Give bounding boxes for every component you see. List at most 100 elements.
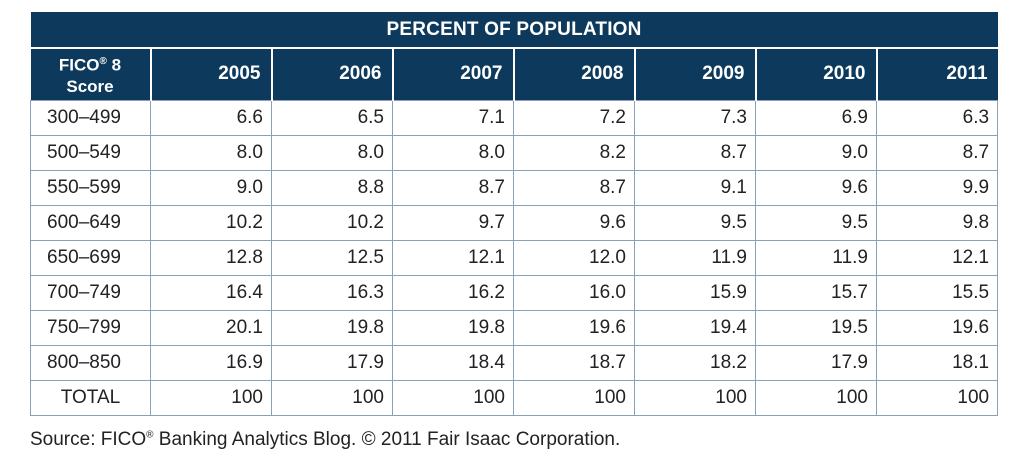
source-prefix: Source: FICO: [30, 429, 147, 450]
value-cell: 12.5: [271, 239, 393, 276]
value-cell: 15.9: [634, 274, 756, 311]
value-cell: 8.7: [875, 134, 999, 171]
table-row: 600–649 10.2 10.2 9.7 9.6 9.5 9.5 9.8: [30, 204, 999, 241]
total-value-cell: 100: [634, 379, 756, 416]
value-cell: 9.7: [392, 204, 514, 241]
value-cell: 16.3: [271, 274, 393, 311]
source-caption: Source: FICO® Banking Analytics Blog. © …: [30, 429, 620, 451]
source-suffix: Banking Analytics Blog. © 2011 Fair Isaa…: [153, 429, 621, 450]
value-cell: 11.9: [755, 239, 877, 276]
value-cell: 18.1: [875, 344, 999, 381]
total-value-cell: 100: [392, 379, 514, 416]
value-cell: 7.1: [392, 99, 514, 136]
value-cell: 11.9: [634, 239, 756, 276]
value-cell: 19.4: [634, 309, 756, 346]
value-cell: 19.5: [755, 309, 877, 346]
total-value-cell: 100: [875, 379, 999, 416]
source-registered-mark: ®: [146, 429, 154, 441]
value-cell: 9.6: [755, 169, 877, 206]
value-cell: 8.2: [513, 134, 635, 171]
table-row: 700–749 16.4 16.3 16.2 16.0 15.9 15.7 15…: [30, 274, 999, 311]
value-cell: 20.1: [150, 309, 272, 346]
value-cell: 8.7: [392, 169, 514, 206]
value-cell: 7.3: [634, 99, 756, 136]
value-cell: 19.8: [392, 309, 514, 346]
score-range-cell: 600–649: [30, 204, 151, 241]
value-cell: 17.9: [271, 344, 393, 381]
value-cell: 9.9: [875, 169, 999, 206]
table-banner-title: PERCENT OF POPULATION: [30, 12, 998, 49]
value-cell: 10.2: [150, 204, 272, 241]
value-cell: 16.9: [150, 344, 272, 381]
score-range-cell: 800–850: [30, 344, 151, 381]
table-row: 650–699 12.8 12.5 12.1 12.0 11.9 11.9 12…: [30, 239, 999, 276]
year-header: 2008: [512, 48, 635, 100]
value-cell: 9.5: [634, 204, 756, 241]
total-label-cell: TOTAL: [30, 379, 151, 416]
score-range-cell: 550–599: [30, 169, 151, 206]
value-cell: 15.5: [875, 274, 999, 311]
value-cell: 8.7: [513, 169, 635, 206]
value-cell: 16.4: [150, 274, 272, 311]
value-cell: 18.4: [392, 344, 514, 381]
score-header-registered-mark: ®: [99, 56, 107, 68]
value-cell: 18.7: [513, 344, 635, 381]
value-cell: 8.7: [634, 134, 756, 171]
table-body: 300–499 6.6 6.5 7.1 7.2 7.3 6.9 6.3 500–…: [30, 99, 999, 416]
value-cell: 6.3: [875, 99, 999, 136]
score-range-cell: 700–749: [30, 274, 151, 311]
score-header-version: 8: [106, 56, 122, 76]
value-cell: 9.5: [755, 204, 877, 241]
table-row: 550–599 9.0 8.8 8.7 8.7 9.1 9.6 9.9: [30, 169, 999, 206]
value-cell: 9.0: [755, 134, 877, 171]
value-cell: 19.6: [513, 309, 635, 346]
year-header: 2010: [754, 48, 877, 100]
value-cell: 12.1: [875, 239, 999, 276]
table-row: 500–549 8.0 8.0 8.0 8.2 8.7 9.0 8.7: [30, 134, 999, 171]
year-header: 2007: [391, 48, 514, 100]
value-cell: 9.8: [875, 204, 999, 241]
value-cell: 6.6: [150, 99, 272, 136]
year-header: 2006: [270, 48, 393, 100]
score-range-cell: 300–499: [30, 99, 151, 136]
value-cell: 9.6: [513, 204, 635, 241]
value-cell: 19.8: [271, 309, 393, 346]
header-row: FICO® 8 Score 2005 2006 2007 2008 2009 2…: [30, 48, 998, 100]
year-header: 2011: [875, 48, 998, 100]
value-cell: 7.2: [513, 99, 635, 136]
fico-population-table: PERCENT OF POPULATION FICO® 8 Score 2005…: [30, 12, 999, 416]
table-row: 750–799 20.1 19.8 19.8 19.6 19.4 19.5 19…: [30, 309, 999, 346]
year-header: 2005: [149, 48, 272, 100]
total-value-cell: 100: [150, 379, 272, 416]
value-cell: 8.0: [150, 134, 272, 171]
value-cell: 8.0: [271, 134, 393, 171]
value-cell: 18.2: [634, 344, 756, 381]
score-header-label: Score: [66, 77, 114, 97]
score-range-cell: 750–799: [30, 309, 151, 346]
value-cell: 16.2: [392, 274, 514, 311]
value-cell: 8.8: [271, 169, 393, 206]
score-header-fico: FICO: [58, 56, 100, 76]
score-column-header: FICO® 8 Score: [30, 48, 151, 100]
value-cell: 8.0: [392, 134, 514, 171]
table-row: 300–499 6.6 6.5 7.1 7.2 7.3 6.9 6.3: [30, 99, 999, 136]
value-cell: 17.9: [755, 344, 877, 381]
value-cell: 12.8: [150, 239, 272, 276]
value-cell: 6.5: [271, 99, 393, 136]
value-cell: 6.9: [755, 99, 877, 136]
score-range-cell: 500–549: [30, 134, 151, 171]
total-value-cell: 100: [513, 379, 635, 416]
score-range-cell: 650–699: [30, 239, 151, 276]
total-value-cell: 100: [271, 379, 393, 416]
value-cell: 16.0: [513, 274, 635, 311]
value-cell: 15.7: [755, 274, 877, 311]
banner-row: PERCENT OF POPULATION: [30, 12, 998, 49]
value-cell: 19.6: [875, 309, 999, 346]
table-row: 800–850 16.9 17.9 18.4 18.7 18.2 17.9 18…: [30, 344, 999, 381]
total-row: TOTAL 100 100 100 100 100 100 100: [30, 379, 999, 416]
value-cell: 12.0: [513, 239, 635, 276]
population-table-container: PERCENT OF POPULATION FICO® 8 Score 2005…: [30, 12, 999, 416]
total-value-cell: 100: [755, 379, 877, 416]
value-cell: 9.0: [150, 169, 272, 206]
value-cell: 10.2: [271, 204, 393, 241]
